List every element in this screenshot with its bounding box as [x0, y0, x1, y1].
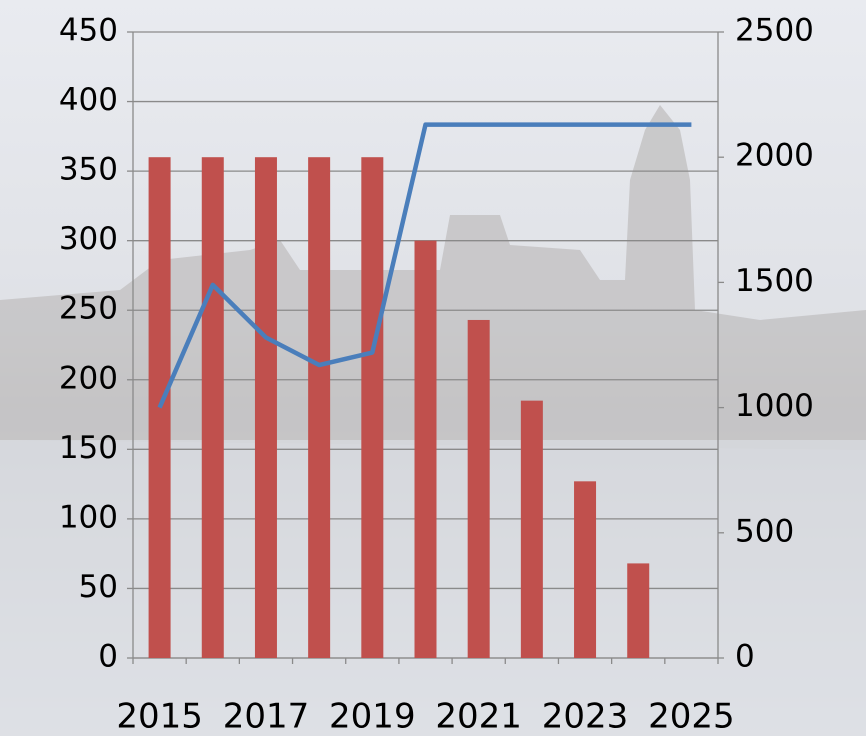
- bar: [574, 481, 597, 658]
- x-tick-label: 2015: [116, 697, 203, 736]
- bar: [201, 157, 224, 658]
- x-tick-label: 2021: [435, 697, 522, 736]
- y-tick-label: 350: [59, 152, 118, 188]
- bar: [254, 157, 277, 658]
- y-tick-label: 150: [59, 430, 118, 466]
- x-tick-label: 2017: [223, 697, 310, 736]
- bar: [520, 400, 543, 658]
- x-tick-label: 2019: [329, 697, 416, 736]
- y2-tick-label: 0: [735, 639, 755, 675]
- y2-tick-label: 1000: [735, 388, 814, 424]
- y-tick-label: 100: [59, 499, 118, 535]
- bar: [361, 157, 384, 658]
- y-tick-label: 250: [59, 291, 118, 327]
- y2-tick-label: 1500: [735, 263, 814, 299]
- line: [157, 122, 692, 409]
- bar: [308, 157, 331, 658]
- y-tick-label: 50: [79, 569, 118, 605]
- bar: [627, 563, 650, 658]
- y2-tick-label: 2500: [735, 13, 814, 49]
- y2-tick-label: 2000: [735, 138, 814, 174]
- y-tick-label: 0: [98, 639, 118, 675]
- bar: [414, 240, 437, 658]
- bar: [467, 319, 490, 658]
- y-tick-label: 400: [59, 82, 118, 118]
- x-tick-label: 2023: [542, 697, 629, 736]
- x-tick-label: 2025: [648, 697, 735, 736]
- y-tick-label: 450: [59, 13, 118, 49]
- y-tick-label: 200: [59, 360, 118, 396]
- y2-tick-label: 500: [735, 513, 794, 549]
- y-tick-label: 300: [59, 221, 118, 257]
